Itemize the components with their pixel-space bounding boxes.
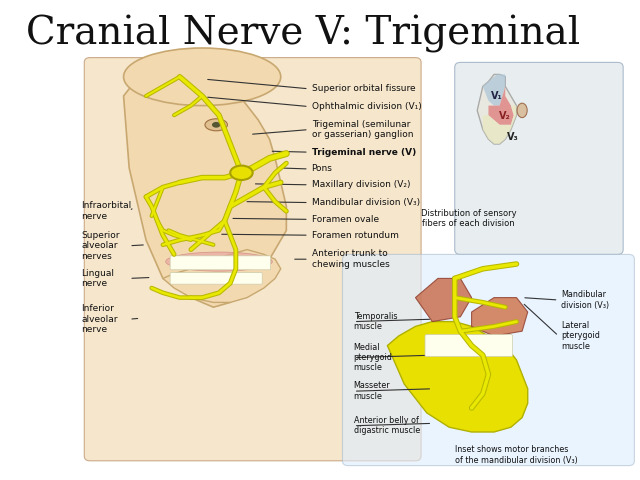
Polygon shape bbox=[387, 322, 528, 432]
FancyBboxPatch shape bbox=[342, 254, 634, 466]
Ellipse shape bbox=[212, 122, 220, 128]
Text: Inferior
alveolar
nerve: Inferior alveolar nerve bbox=[81, 304, 118, 334]
Text: Lingual
nerve: Lingual nerve bbox=[81, 269, 115, 288]
Text: Superior
alveolar
nerves: Superior alveolar nerves bbox=[81, 231, 120, 261]
FancyBboxPatch shape bbox=[170, 256, 271, 270]
Text: Lateral
pterygoid
muscle: Lateral pterygoid muscle bbox=[561, 321, 600, 351]
FancyBboxPatch shape bbox=[170, 273, 262, 284]
Ellipse shape bbox=[166, 252, 273, 271]
Text: Foramen rotundum: Foramen rotundum bbox=[312, 231, 399, 240]
Ellipse shape bbox=[517, 103, 527, 118]
Text: Distribution of sensory
fibers of each division: Distribution of sensory fibers of each d… bbox=[421, 209, 516, 228]
Ellipse shape bbox=[205, 119, 227, 131]
Text: Ophthalmic division (V₁): Ophthalmic division (V₁) bbox=[312, 102, 421, 111]
Polygon shape bbox=[483, 74, 505, 106]
Text: V₂: V₂ bbox=[499, 111, 511, 121]
Polygon shape bbox=[163, 250, 281, 302]
Polygon shape bbox=[488, 86, 514, 125]
FancyBboxPatch shape bbox=[84, 58, 421, 461]
Text: Masseter
muscle: Masseter muscle bbox=[354, 382, 390, 401]
Ellipse shape bbox=[230, 166, 253, 180]
Text: Inset shows motor branches
of the mandibular division (V₃): Inset shows motor branches of the mandib… bbox=[455, 445, 577, 465]
Polygon shape bbox=[483, 106, 516, 144]
Text: Mandibular
division (V₃): Mandibular division (V₃) bbox=[561, 290, 609, 310]
Text: V₃: V₃ bbox=[507, 132, 518, 142]
Polygon shape bbox=[124, 58, 286, 307]
Text: Mandibular division (V₃): Mandibular division (V₃) bbox=[312, 198, 420, 207]
Polygon shape bbox=[415, 278, 472, 322]
Polygon shape bbox=[472, 298, 528, 336]
Text: Anterior belly of
digastric muscle: Anterior belly of digastric muscle bbox=[354, 416, 420, 435]
FancyBboxPatch shape bbox=[425, 335, 513, 357]
Text: Superior orbital fissure: Superior orbital fissure bbox=[312, 84, 415, 93]
Text: Infraorbital
nerve: Infraorbital nerve bbox=[81, 202, 132, 221]
Text: Cranial Nerve V: Trigeminal: Cranial Nerve V: Trigeminal bbox=[26, 14, 580, 53]
Text: Pons: Pons bbox=[312, 165, 333, 173]
Ellipse shape bbox=[124, 48, 281, 106]
Text: V₁: V₁ bbox=[491, 91, 503, 101]
Text: Temporalis
muscle: Temporalis muscle bbox=[354, 312, 397, 331]
Text: Anterior trunk to
chewing muscles: Anterior trunk to chewing muscles bbox=[312, 250, 389, 269]
Text: Medial
pterygoid
muscle: Medial pterygoid muscle bbox=[354, 343, 392, 372]
Text: Trigeminal (semilunar
or gasserian) ganglion: Trigeminal (semilunar or gasserian) gang… bbox=[312, 120, 413, 139]
Text: Foramen ovale: Foramen ovale bbox=[312, 215, 379, 224]
Text: Trigeminal nerve (V): Trigeminal nerve (V) bbox=[312, 148, 416, 156]
Text: Maxillary division (V₂): Maxillary division (V₂) bbox=[312, 180, 410, 189]
FancyBboxPatch shape bbox=[455, 62, 623, 254]
Polygon shape bbox=[477, 74, 516, 144]
